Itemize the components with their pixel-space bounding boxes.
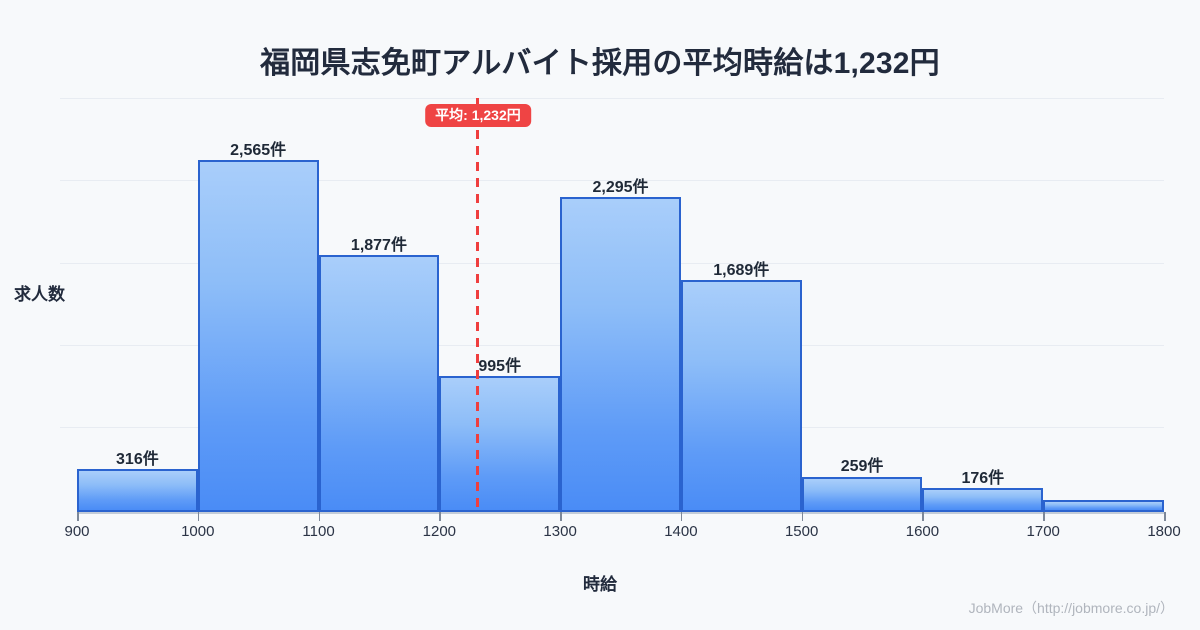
bar[interactable] (197, 160, 319, 512)
bar-value-label: 1,877件 (350, 236, 407, 254)
x-axis-tick (922, 512, 924, 521)
page-title: 福岡県志免町アルバイト採用の平均時給は1,232円 (260, 47, 940, 80)
average-line (476, 98, 480, 514)
x-axis-line (77, 512, 1164, 514)
plot-area: 316件 2,565件 1,877件 995件 2,295件 1,689件 259件 176件 (77, 98, 1164, 512)
bar-value-label: 259件 (840, 458, 884, 476)
x-axis-tick (801, 512, 804, 521)
bar-value-label: 2,295件 (592, 179, 649, 197)
x-axis-tick-label: 1100 (302, 523, 335, 540)
x-axis-tick (680, 512, 683, 521)
x-axis-tick-label: 1400 (664, 523, 698, 540)
bar-value-label: 995件 (478, 357, 522, 375)
x-axis-tick-label: 900 (64, 523, 90, 540)
bar[interactable] (680, 280, 802, 512)
gridline (60, 180, 1164, 181)
bar[interactable] (318, 254, 440, 512)
x-axis-tick (1164, 512, 1166, 521)
x-axis-tick (77, 512, 79, 521)
x-axis-tick-label: 1200 (422, 523, 457, 540)
bar[interactable] (801, 476, 923, 512)
x-axis-tick (439, 512, 441, 521)
x-axis-tick (1043, 512, 1045, 521)
bar-value-label: 1,689件 (713, 262, 770, 280)
bar[interactable] (77, 468, 198, 512)
x-axis-tick-label: 1000 (181, 523, 215, 540)
x-axis-tick-label: 1700 (1026, 523, 1060, 540)
bar[interactable] (1043, 500, 1164, 512)
watermark: JobMore（http://jobmore.co.jp/） (968, 600, 1174, 616)
x-axis-tick (197, 512, 200, 521)
x-axis-tick-label: 1800 (1147, 523, 1181, 540)
y-axis-title: 求人数 (14, 285, 65, 304)
x-axis-tick (560, 512, 562, 521)
bar-value-label: 2,565件 (230, 142, 287, 160)
x-axis-tick-label: 1500 (784, 523, 819, 540)
x-axis-tick-label: 1300 (543, 523, 577, 540)
gridline (60, 98, 1164, 99)
bar-value-label: 176件 (961, 469, 1005, 487)
bar[interactable] (922, 487, 1044, 512)
bar[interactable] (560, 197, 681, 512)
x-axis-title: 時給 (583, 575, 617, 594)
x-axis-tick (318, 512, 321, 521)
bar-value-label: 316件 (116, 450, 159, 468)
bar[interactable] (439, 375, 561, 512)
x-axis-tick-label: 1600 (905, 523, 940, 540)
average-badge: 平均: 1,232円 (425, 104, 531, 127)
